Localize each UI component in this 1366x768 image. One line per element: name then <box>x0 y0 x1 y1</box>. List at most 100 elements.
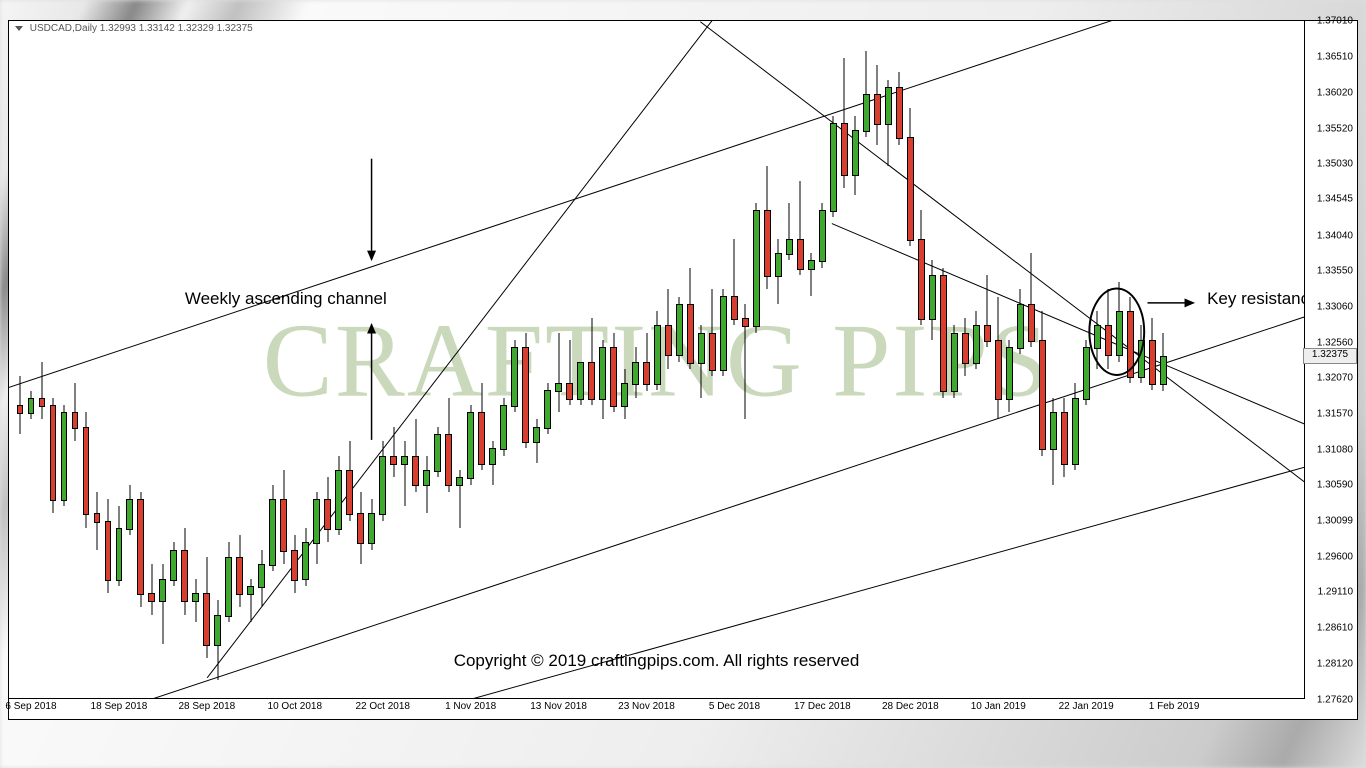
candle <box>665 289 672 369</box>
candle <box>742 304 749 420</box>
candle <box>1116 282 1123 362</box>
y-tick-label: 1.29110 <box>1318 587 1353 598</box>
candle <box>434 427 441 478</box>
candle <box>423 456 430 514</box>
candle <box>808 253 815 296</box>
candle <box>687 268 694 369</box>
y-tick-label: 1.30099 <box>1317 515 1353 526</box>
x-tick-label: 22 Jan 2019 <box>1059 701 1114 712</box>
candle <box>1160 333 1167 391</box>
y-tick-label: 1.36510 <box>1317 52 1353 63</box>
candle <box>698 325 705 397</box>
candle <box>39 362 46 420</box>
y-tick-label: 1.35520 <box>1317 123 1353 134</box>
candle <box>456 470 463 528</box>
x-tick-label: 1 Feb 2019 <box>1149 701 1200 712</box>
chart-plot-area[interactable]: USDCAD,Daily 1.32993 1.33142 1.32329 1.3… <box>9 21 1305 699</box>
weekly-channel-label: Weekly ascending channel <box>185 289 387 309</box>
time-axis: 6 Sep 201818 Sep 201828 Sep 201810 Oct 2… <box>9 699 1305 719</box>
candle <box>126 485 133 536</box>
key-resistance-label: Key resistance level <box>1207 289 1305 309</box>
candle <box>1072 383 1079 470</box>
candle <box>214 600 221 680</box>
candle <box>984 275 991 347</box>
candle <box>610 333 617 413</box>
candle <box>478 383 485 470</box>
chevron-down-icon[interactable] <box>15 26 23 31</box>
candle <box>291 535 298 593</box>
candle <box>1028 253 1035 347</box>
candle <box>1127 297 1134 384</box>
x-tick-label: 17 Dec 2018 <box>794 701 851 712</box>
y-tick-label: 1.30590 <box>1317 480 1353 491</box>
symbol-text: USDCAD,Daily 1.32993 1.33142 1.32329 1.3… <box>30 23 253 34</box>
candle <box>544 383 551 434</box>
candle <box>192 579 199 622</box>
candle <box>94 492 101 550</box>
candle <box>83 412 90 528</box>
chart-panel: USDCAD,Daily 1.32993 1.33142 1.32329 1.3… <box>8 20 1358 720</box>
candle <box>929 260 936 340</box>
price-axis: 1.32375 1.370101.365101.360201.355201.35… <box>1305 21 1357 699</box>
candle <box>50 398 57 514</box>
candle <box>324 477 331 542</box>
y-tick-label: 1.27620 <box>1317 695 1353 706</box>
x-tick-label: 28 Sep 2018 <box>178 701 235 712</box>
candle <box>116 506 123 586</box>
candle <box>225 542 232 622</box>
candle <box>269 485 276 572</box>
y-tick-label: 1.31080 <box>1317 444 1353 455</box>
y-tick-label: 1.35030 <box>1317 159 1353 170</box>
y-tick-label: 1.37010 <box>1317 16 1353 27</box>
candle <box>511 340 518 412</box>
candle <box>1050 398 1057 485</box>
y-tick-label: 1.32070 <box>1317 373 1353 384</box>
copyright-text: Copyright © 2019 craftingpips.com. All r… <box>454 651 860 671</box>
candle <box>72 383 79 441</box>
candle <box>1017 289 1024 354</box>
candle <box>962 318 969 376</box>
y-tick-label: 1.29600 <box>1317 551 1353 562</box>
x-tick-label: 23 Nov 2018 <box>618 701 675 712</box>
candle <box>390 427 397 478</box>
candle <box>1061 398 1068 478</box>
candle <box>401 441 408 506</box>
candle <box>28 391 35 420</box>
candle <box>170 542 177 585</box>
candle <box>159 564 166 644</box>
candle <box>577 362 584 405</box>
candle <box>643 333 650 391</box>
candle <box>797 181 804 275</box>
candle <box>445 398 452 492</box>
candle <box>302 528 309 586</box>
candle <box>830 116 837 217</box>
x-tick-label: 13 Nov 2018 <box>530 701 587 712</box>
candle <box>852 116 859 196</box>
candle <box>709 289 716 376</box>
candle <box>346 441 353 521</box>
x-tick-label: 28 Dec 2018 <box>882 701 939 712</box>
x-tick-label: 5 Dec 2018 <box>709 701 760 712</box>
candle <box>632 347 639 398</box>
candle <box>874 65 881 145</box>
candle <box>181 528 188 615</box>
candle <box>764 166 771 289</box>
x-tick-label: 10 Jan 2019 <box>971 701 1026 712</box>
candle <box>489 441 496 484</box>
candle <box>357 492 364 564</box>
y-tick-label: 1.28120 <box>1317 658 1353 669</box>
candle <box>137 492 144 608</box>
candle <box>566 340 573 405</box>
candle <box>313 492 320 564</box>
candle <box>786 203 793 261</box>
candle <box>533 419 540 462</box>
candle <box>599 340 606 420</box>
candle <box>1094 311 1101 369</box>
candle <box>467 405 474 485</box>
candle <box>61 405 68 506</box>
symbol-info: USDCAD,Daily 1.32993 1.33142 1.32329 1.3… <box>13 23 255 34</box>
y-tick-label: 1.33550 <box>1317 266 1353 277</box>
candle <box>555 333 562 413</box>
candle <box>368 499 375 550</box>
candle <box>1039 311 1046 456</box>
